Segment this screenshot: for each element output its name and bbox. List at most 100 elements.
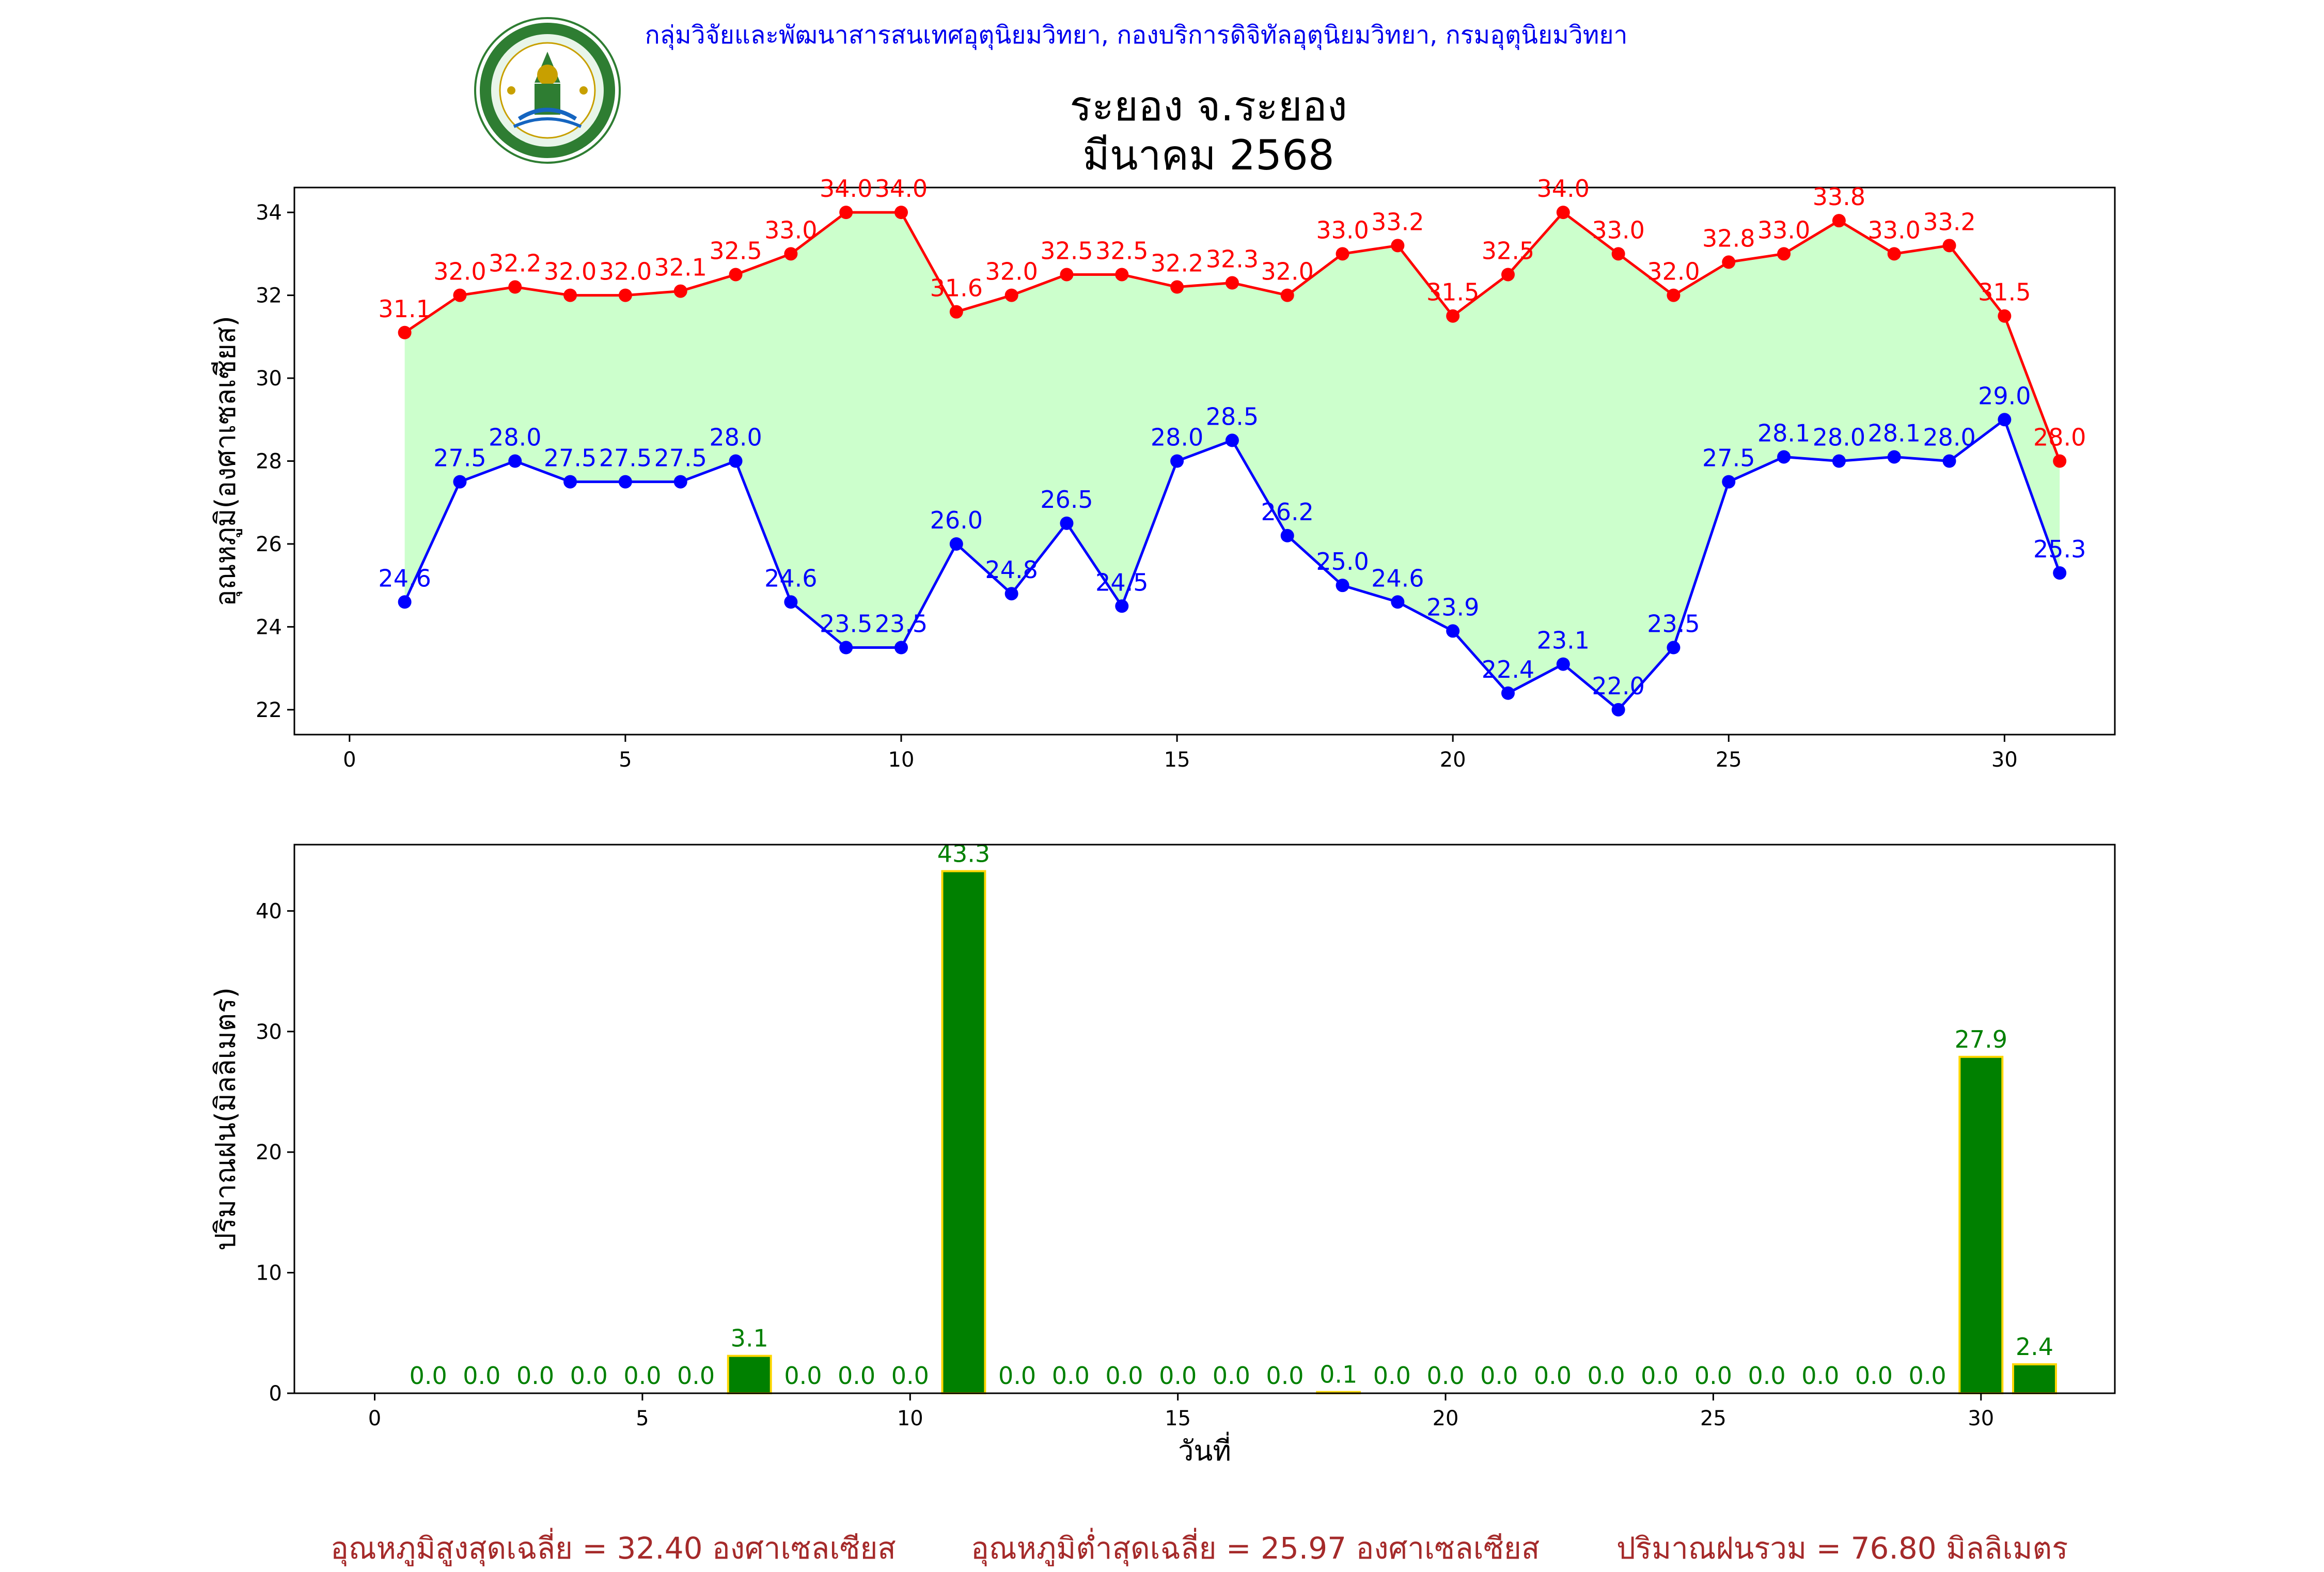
min-temperature-point — [1336, 579, 1349, 593]
max-temperature-point — [1501, 268, 1515, 282]
min-temperature-data-label: 25.0 — [1316, 548, 1369, 575]
min-temperature-point — [1501, 686, 1515, 700]
min-temperature-data-label: 26.2 — [1261, 498, 1314, 526]
max-temperature-point — [1336, 247, 1349, 261]
y-tick-label: 26 — [256, 533, 282, 556]
rainfall-data-label: 0.0 — [1266, 1362, 1304, 1390]
rainfall-data-label: 0.0 — [1052, 1362, 1090, 1390]
chart-title-station: ระยอง จ.ระยอง — [1070, 82, 1347, 130]
min-temperature-point — [1446, 624, 1460, 638]
min-temperature-data-label: 28.0 — [709, 424, 762, 452]
min-temperature-data-label: 27.5 — [544, 444, 596, 472]
rainfall-y-axis-label: ปริมาณฝน(มิลลิเมตร) — [209, 987, 242, 1251]
rainfall-data-label: 0.0 — [463, 1362, 500, 1390]
rainfall-data-label: 0.0 — [623, 1362, 661, 1390]
max-temperature-point — [839, 206, 853, 220]
min-temperature-point — [729, 454, 743, 468]
min-temperature-data-label: 28.1 — [1868, 419, 1921, 447]
max-temperature-data-label: 32.8 — [1702, 224, 1755, 252]
x-tick-label: 0 — [343, 748, 356, 772]
max-temperature-data-label: 31.1 — [378, 295, 431, 323]
max-temperature-point — [1280, 288, 1294, 302]
x-tick-label: 5 — [619, 748, 632, 772]
min-temperature-point — [1777, 450, 1791, 464]
max-temperature-data-label: 32.0 — [1261, 258, 1314, 286]
y-tick-label: 0 — [269, 1382, 282, 1406]
min-temperature-data-label: 24.5 — [1095, 568, 1148, 596]
rainfall-data-label: 0.0 — [1855, 1362, 1893, 1390]
rainfall-data-label: 0.0 — [1480, 1362, 1518, 1390]
y-tick-label: 20 — [256, 1141, 282, 1164]
min-temperature-point — [1611, 703, 1625, 717]
x-tick-label: 25 — [1700, 1407, 1726, 1430]
rainfall-data-label: 0.0 — [784, 1362, 822, 1390]
max-temperature-data-label: 28.0 — [2033, 424, 2086, 452]
max-temperature-point — [1777, 247, 1791, 261]
rainfall-data-label: 0.0 — [1587, 1362, 1625, 1390]
max-temperature-point — [1832, 214, 1846, 228]
min-temperature-data-label: 29.0 — [1978, 382, 2031, 410]
min-temperature-data-label: 28.5 — [1206, 402, 1259, 430]
min-temperature-point — [1115, 599, 1129, 613]
x-tick-label: 15 — [1165, 1407, 1191, 1430]
x-tick-label: 10 — [897, 1407, 923, 1430]
max-temperature-data-label: 32.2 — [489, 250, 541, 277]
x-tick-label: 25 — [1716, 748, 1742, 772]
max-temperature-point — [2053, 454, 2067, 468]
rainfall-plot-frame — [293, 844, 2116, 1394]
rainfall-data-label: 0.0 — [1694, 1362, 1732, 1390]
rainfall-data-label: 0.0 — [1213, 1362, 1250, 1390]
rainfall-data-label: 0.0 — [1159, 1362, 1197, 1390]
rainfall-data-label: 0.0 — [677, 1362, 715, 1390]
max-temperature-data-label: 32.5 — [1095, 237, 1148, 264]
min-temperature-data-label: 23.9 — [1426, 593, 1479, 621]
min-temperature-data-label: 27.5 — [654, 444, 707, 472]
y-tick-label: 30 — [256, 1020, 282, 1044]
max-temperature-point — [1998, 309, 2012, 323]
min-temperature-point — [949, 537, 963, 551]
x-tick-label: 5 — [636, 1407, 649, 1430]
min-temperature-data-label: 28.1 — [1757, 419, 1810, 447]
max-temperature-point — [894, 206, 908, 220]
min-temperature-point — [398, 595, 412, 609]
rainfall-chart: 0.0 0.0 0.0 0.0 0.0 0.0 3.1 0.0 0.0 0.0 43.3 0.0 0.0… — [209, 839, 2116, 1467]
rainfall-data-label: 0.0 — [1105, 1362, 1143, 1390]
max-temperature-data-label: 33.0 — [1868, 216, 1921, 244]
y-tick-label: 28 — [256, 450, 282, 474]
min-temperature-point — [894, 641, 908, 655]
max-temperature-point — [1722, 255, 1736, 269]
min-temperature-point — [453, 475, 467, 489]
y-tick-label: 24 — [256, 615, 282, 639]
min-temperature-point — [1170, 454, 1184, 468]
y-tick-label: 40 — [256, 899, 282, 923]
organization-line: กลุ่มวิจัยและพัฒนาสารสนเทศอุตุนิยมวิทยา,… — [645, 21, 1628, 50]
min-temperature-data-label: 28.0 — [1151, 424, 1203, 452]
rainfall-data-label: 0.0 — [410, 1362, 447, 1390]
max-temperature-point — [1225, 276, 1239, 290]
max-temperature-data-label: 34.0 — [1537, 175, 1590, 203]
max-temperature-point — [1391, 239, 1405, 253]
y-tick-label: 34 — [256, 201, 282, 225]
min-temperature-data-label: 24.6 — [378, 564, 431, 592]
min-temperature-point — [563, 475, 577, 489]
min-temperature-data-label: 24.6 — [764, 564, 817, 592]
rainfall-data-label: 0.0 — [891, 1362, 929, 1390]
max-temperature-data-label: 33.0 — [1757, 216, 1810, 244]
meteorological-department-logo — [473, 15, 622, 165]
x-tick-label: 20 — [1440, 748, 1466, 772]
max-temperature-point — [729, 268, 743, 282]
rainfall-data-label: 0.0 — [1909, 1362, 1946, 1390]
min-temperature-point — [618, 475, 632, 489]
x-tick-label: 30 — [1991, 748, 2018, 772]
max-temperature-data-label: 32.2 — [1151, 250, 1203, 277]
max-temperature-point — [1115, 268, 1129, 282]
max-temperature-point — [673, 284, 687, 298]
min-temperature-data-label: 23.5 — [820, 610, 872, 638]
y-tick-label: 30 — [256, 367, 282, 391]
rainfall-data-label: 0.0 — [1373, 1362, 1411, 1390]
max-temperature-data-label: 32.1 — [654, 254, 707, 282]
chart-title-month: มีนาคม 2568 — [1082, 131, 1334, 179]
min-temperature-point — [1667, 641, 1681, 655]
max-temperature-point — [398, 325, 412, 339]
rainfall-data-label: 0.0 — [1801, 1362, 1839, 1390]
